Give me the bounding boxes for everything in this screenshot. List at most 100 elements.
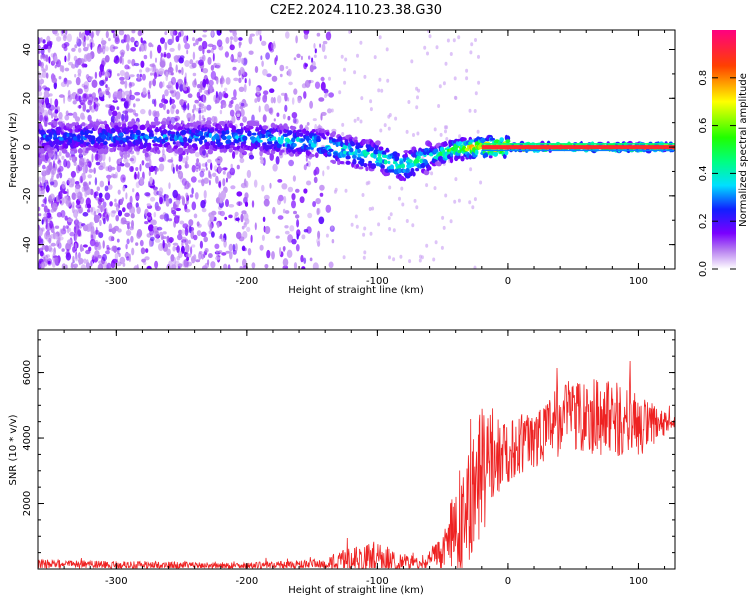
spectrogram-speckle	[38, 50, 41, 54]
spectrogram-speckle	[344, 188, 348, 193]
spectrogram-ridge-cell	[352, 158, 357, 165]
spectrogram-speckle	[362, 232, 366, 237]
spectrogram-speckle	[122, 90, 125, 100]
spectrogram-speckle	[172, 166, 175, 174]
spectrogram-speckle	[133, 62, 140, 67]
spectrogram-speckle	[121, 57, 125, 65]
spectrogram-speckle	[453, 76, 457, 81]
spectrogram-speckle	[106, 262, 112, 269]
spectrogram-speckle	[227, 264, 231, 269]
spectrogram-speckle	[198, 162, 201, 172]
spectrogram-speckle	[458, 134, 462, 139]
spectrogram-speckle	[130, 36, 135, 43]
spectrogram-speckle	[202, 78, 207, 88]
spectrogram-speckle	[58, 117, 63, 122]
spectrogram-speckle	[48, 104, 55, 111]
spectrogram-speckle	[40, 47, 45, 55]
spectrogram-ridge-cell	[373, 148, 379, 155]
spectrogram-ridge-cell	[449, 157, 454, 164]
spectrogram-speckle	[314, 48, 317, 54]
spectrogram-speckle	[264, 264, 269, 269]
spectrogram-speckle	[155, 205, 161, 212]
spectrogram-speckle	[59, 228, 63, 237]
spectrogram-speckle	[42, 198, 47, 204]
spectrogram-speckle	[122, 110, 129, 114]
spectrogram-speckle	[235, 217, 240, 221]
spectrogram-speckle	[177, 43, 181, 51]
spectrogram-speckle	[340, 54, 344, 59]
spectrogram-ridge-cell	[315, 138, 321, 143]
spectrogram-speckle	[309, 100, 313, 109]
spectrogram-speckle	[438, 84, 442, 89]
spectrogram-speckle	[129, 94, 136, 101]
spectrogram-speckle	[244, 103, 248, 107]
spectrogram-speckle	[269, 182, 272, 189]
spectrogram-speckle	[164, 41, 168, 51]
spectrogram-ridge-cell	[338, 137, 343, 143]
spectrogram-speckle	[202, 68, 209, 74]
spectrogram-speckle	[38, 213, 42, 217]
spectrogram-speckle	[177, 233, 183, 241]
spectrogram-speckle	[241, 245, 246, 252]
spectrogram-speckle	[242, 258, 247, 268]
spectrogram-speckle	[39, 61, 45, 68]
spectrogram-ridge-cell	[390, 164, 394, 170]
spectrogram-speckle	[203, 236, 208, 243]
spectrogram-ridge-cell	[90, 135, 96, 142]
spectrogram-speckle	[328, 92, 334, 98]
snr-xtick-label: 0	[505, 576, 511, 587]
spectrogram-speckle	[325, 31, 332, 41]
spectrogram-ridge-cell	[416, 155, 421, 160]
spectrogram-speckle	[208, 79, 214, 87]
spectrogram-speckle	[173, 55, 179, 60]
spectrogram-speckle	[98, 153, 103, 163]
spectrogram-ridge-cell	[345, 155, 351, 160]
spectrogram-speckle	[333, 189, 337, 194]
spectrogram-speckle	[38, 85, 42, 92]
spectrogram-speckle	[282, 113, 286, 120]
spectrogram-ridge-cell	[112, 143, 118, 147]
spectrogram-speckle	[39, 78, 45, 85]
spectrogram-ridge-cell	[80, 143, 84, 148]
spectrogram-speckle	[63, 42, 70, 47]
spectrogram-ridge-cell	[372, 153, 377, 159]
spectrogram-speckle	[41, 203, 45, 207]
spectrogram-speckle	[127, 59, 131, 64]
colorbar-tick-label: 0.6	[698, 118, 709, 134]
spectrogram-speckle	[452, 38, 456, 43]
spectrogram-speckle	[130, 213, 135, 219]
spectrogram-speckle	[160, 52, 163, 58]
spectrogram-ridge-cell	[410, 167, 415, 174]
spectrogram-speckle	[247, 248, 252, 256]
spectrogram-speckle	[230, 56, 233, 61]
spectrogram-speckle	[168, 237, 174, 243]
spectrogram-speckle	[319, 184, 325, 191]
spectrogram-speckle	[313, 176, 318, 184]
spectrogram-speckle	[378, 77, 382, 82]
spectrogram-speckle	[168, 71, 174, 76]
spectrogram-speckle	[221, 101, 227, 109]
spectrogram-speckle	[419, 254, 422, 259]
spectrogram-speckle	[137, 75, 140, 80]
spectrogram-ridge-cell	[442, 142, 448, 147]
spectrogram-speckle	[212, 44, 217, 51]
spectrogram-speckle	[45, 184, 50, 193]
spectrogram-speckle	[87, 174, 92, 179]
spectrogram-speckle	[356, 116, 360, 121]
spectrogram-ridge-cell	[408, 159, 413, 164]
spectrogram-ridge-cell	[122, 143, 126, 148]
spectrogram-speckle	[157, 44, 162, 54]
spectrogram-speckle	[202, 34, 207, 38]
spectrogram-speckle	[50, 242, 56, 247]
spectrogram-speckle	[99, 180, 105, 188]
spectrogram-speckle	[38, 45, 41, 49]
spectrogram-speckle	[118, 199, 121, 209]
spectrogram-speckle	[306, 162, 309, 167]
spectrogram-ridge-cell	[199, 139, 203, 145]
spectrogram-speckle	[191, 62, 197, 69]
spectrogram-ridge-cell	[489, 137, 496, 141]
spectrogram-ridge-cell	[226, 139, 232, 144]
spectrogram-speckle	[309, 257, 313, 262]
spectrogram-ridge-cell	[144, 123, 151, 128]
spectrogram-speckle	[177, 170, 184, 180]
